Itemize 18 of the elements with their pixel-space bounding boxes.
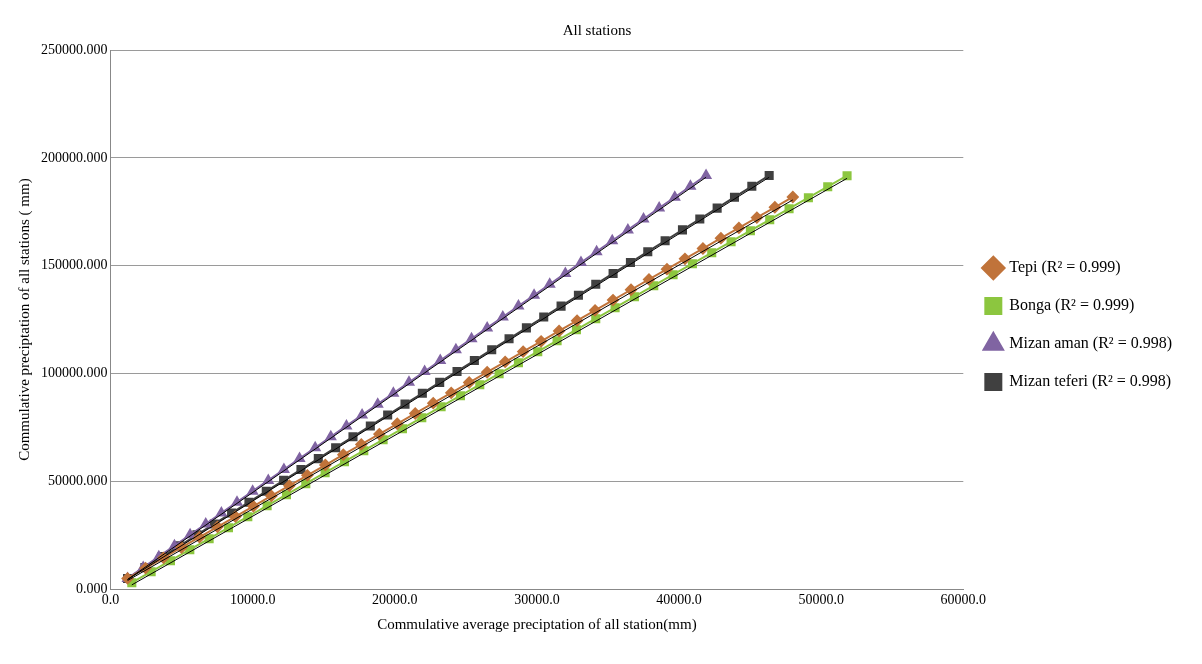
x-tick-label: 20000.0 — [372, 592, 418, 608]
x-tick-label: 30000.0 — [514, 592, 560, 608]
y-tick-label: 100000.000 — [41, 365, 108, 381]
y-axis-title: Commulative preciptation of all stations ( mm) — [15, 178, 33, 461]
legend-label: Mizan teferi (R² = 0.998) — [1009, 372, 1172, 391]
x-tick-label: 50000.0 — [798, 592, 844, 608]
y-tick-label: 50000.000 — [48, 473, 108, 489]
chart-title: All stations — [562, 21, 632, 38]
x-axis-title: Commulative average preciptation of all station(mm) — [377, 615, 697, 633]
legend-label: Mizan aman (R² = 0.998) — [1009, 334, 1172, 353]
legend-label: Bonga (R² = 0.999) — [1009, 296, 1135, 315]
x-tick-label: 10000.0 — [229, 592, 276, 608]
x-tick-label: 40000.0 — [656, 592, 702, 608]
x-tick-label: 60000.0 — [940, 592, 987, 608]
legend-label: Tepi (R² = 0.999) — [1009, 258, 1121, 277]
y-tick-label: 250000.000 — [41, 41, 108, 57]
y-tick-label: 200000.000 — [41, 149, 108, 165]
y-tick-label: 150000.000 — [41, 257, 108, 273]
